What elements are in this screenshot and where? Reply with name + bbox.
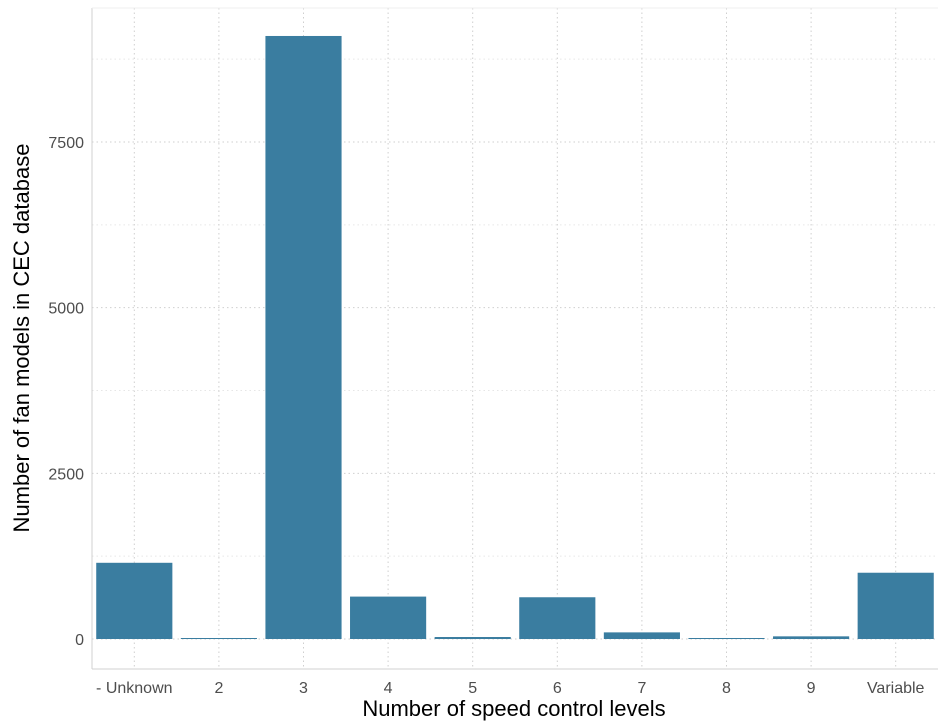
bar-5 [434, 637, 511, 639]
y-tick-label: 5000 [48, 301, 84, 318]
x-tick-label: 7 [637, 680, 646, 697]
grid-layer [92, 8, 938, 669]
y-axis-title: Number of fan models in CEC database [9, 144, 34, 533]
y-tick-labels: 0 2500 5000 7500 [48, 135, 84, 649]
bar-3 [265, 35, 342, 640]
bar-2 [180, 638, 257, 639]
y-tick-label: 0 [75, 632, 84, 649]
bars-layer [96, 35, 934, 640]
bar-8 [688, 638, 765, 639]
bar-variable [857, 572, 934, 639]
bar-7 [603, 632, 680, 639]
x-tick-label: 5 [468, 680, 477, 697]
x-tick-label: 8 [722, 680, 731, 697]
axis-layer [91, 7, 938, 670]
bar-6 [519, 597, 596, 639]
x-tick-label: 6 [553, 680, 562, 697]
x-tick-label: 9 [807, 680, 816, 697]
x-axis-title: Number of speed control levels [362, 696, 665, 721]
x-tick-labels: - Unknown 2 3 4 5 6 7 8 9 Variable [96, 680, 925, 697]
bar-4 [350, 596, 427, 639]
x-tick-label: 4 [384, 680, 393, 697]
y-tick-label: 7500 [48, 135, 84, 152]
x-tick-label: Variable [867, 680, 925, 697]
bar-9 [773, 636, 850, 639]
x-tick-label: 2 [214, 680, 223, 697]
x-tick-label: 3 [299, 680, 308, 697]
y-tick-label: 2500 [48, 466, 84, 483]
bar-unknown [96, 562, 173, 639]
x-tick-label: - Unknown [96, 680, 172, 697]
